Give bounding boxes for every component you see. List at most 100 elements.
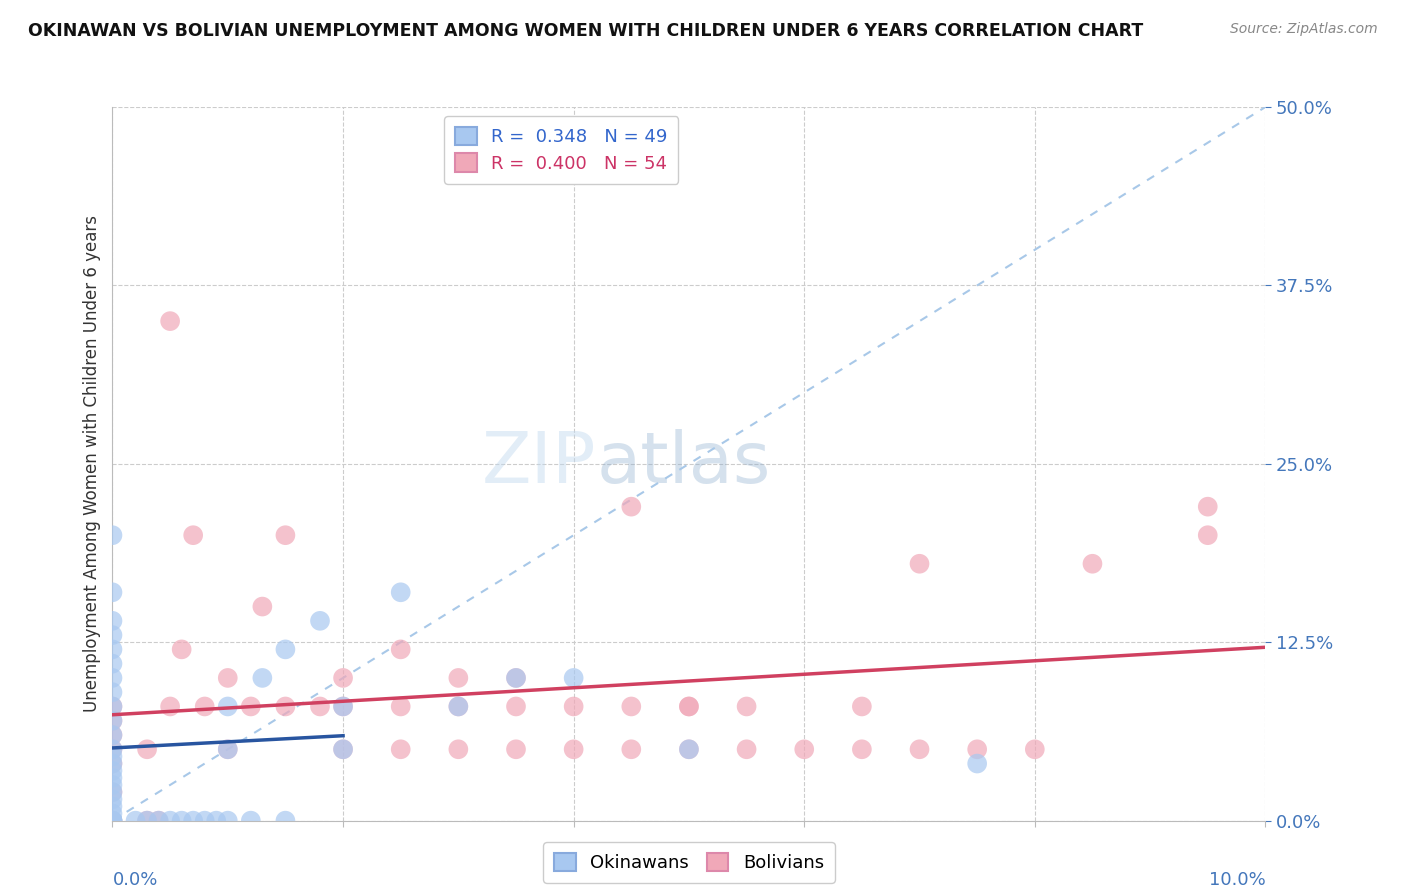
Point [562, 742, 585, 756]
Point [505, 742, 527, 756]
Point [136, 814, 159, 828]
Point [101, 699, 124, 714]
Point [101, 642, 124, 657]
Point [217, 671, 239, 685]
Point [181, 814, 204, 828]
Point [101, 714, 124, 728]
Point [170, 814, 193, 828]
Point [101, 528, 124, 542]
Point [101, 749, 124, 764]
Point [1197, 500, 1219, 514]
Point [101, 771, 124, 785]
Point [1081, 557, 1104, 571]
Legend: Okinawans, Bolivians: Okinawans, Bolivians [543, 842, 835, 883]
Point [505, 671, 527, 685]
Point [332, 699, 354, 714]
Point [159, 699, 181, 714]
Point [1024, 742, 1046, 756]
Point [309, 614, 332, 628]
Point [678, 742, 700, 756]
Point [966, 742, 988, 756]
Point [101, 742, 124, 756]
Point [136, 742, 159, 756]
Point [101, 806, 124, 821]
Point [562, 699, 585, 714]
Point [170, 642, 193, 657]
Text: 0.0%: 0.0% [112, 871, 157, 888]
Point [136, 814, 159, 828]
Point [332, 699, 354, 714]
Text: Source: ZipAtlas.com: Source: ZipAtlas.com [1230, 22, 1378, 37]
Point [332, 742, 354, 756]
Point [735, 699, 758, 714]
Point [101, 814, 124, 828]
Point [101, 657, 124, 671]
Point [908, 557, 931, 571]
Point [101, 628, 124, 642]
Point [101, 756, 124, 771]
Point [217, 814, 239, 828]
Point [148, 814, 170, 828]
Point [101, 814, 124, 828]
Point [101, 785, 124, 799]
Point [735, 742, 758, 756]
Point [505, 699, 527, 714]
Point [101, 714, 124, 728]
Point [678, 742, 700, 756]
Point [181, 528, 204, 542]
Point [793, 742, 815, 756]
Point [851, 699, 873, 714]
Point [101, 799, 124, 814]
Point [332, 742, 354, 756]
Point [274, 642, 297, 657]
Point [678, 699, 700, 714]
Point [101, 792, 124, 806]
Point [389, 699, 412, 714]
Point [217, 699, 239, 714]
Point [101, 671, 124, 685]
Point [389, 642, 412, 657]
Point [101, 814, 124, 828]
Point [851, 742, 873, 756]
Point [101, 756, 124, 771]
Point [966, 756, 988, 771]
Point [101, 585, 124, 599]
Point [274, 699, 297, 714]
Point [101, 814, 124, 828]
Text: OKINAWAN VS BOLIVIAN UNEMPLOYMENT AMONG WOMEN WITH CHILDREN UNDER 6 YEARS CORREL: OKINAWAN VS BOLIVIAN UNEMPLOYMENT AMONG … [28, 22, 1143, 40]
Point [678, 699, 700, 714]
Point [447, 699, 470, 714]
Text: ZIP: ZIP [482, 429, 596, 499]
Point [447, 742, 470, 756]
Point [274, 528, 297, 542]
Point [101, 699, 124, 714]
Point [562, 671, 585, 685]
Point [332, 671, 354, 685]
Point [908, 742, 931, 756]
Point [101, 728, 124, 742]
Point [252, 671, 274, 685]
Point [101, 764, 124, 778]
Point [1197, 528, 1219, 542]
Point [101, 742, 124, 756]
Point [101, 614, 124, 628]
Point [620, 500, 643, 514]
Point [101, 685, 124, 699]
Point [194, 699, 217, 714]
Point [252, 599, 274, 614]
Point [124, 814, 146, 828]
Point [309, 699, 332, 714]
Point [101, 728, 124, 742]
Text: 10.0%: 10.0% [1209, 871, 1265, 888]
Point [205, 814, 228, 828]
Point [101, 785, 124, 799]
Text: atlas: atlas [596, 429, 770, 499]
Point [389, 742, 412, 756]
Point [217, 742, 239, 756]
Point [159, 814, 181, 828]
Point [194, 814, 217, 828]
Point [101, 814, 124, 828]
Y-axis label: Unemployment Among Women with Children Under 6 years: Unemployment Among Women with Children U… [83, 215, 101, 713]
Point [239, 814, 262, 828]
Point [101, 778, 124, 792]
